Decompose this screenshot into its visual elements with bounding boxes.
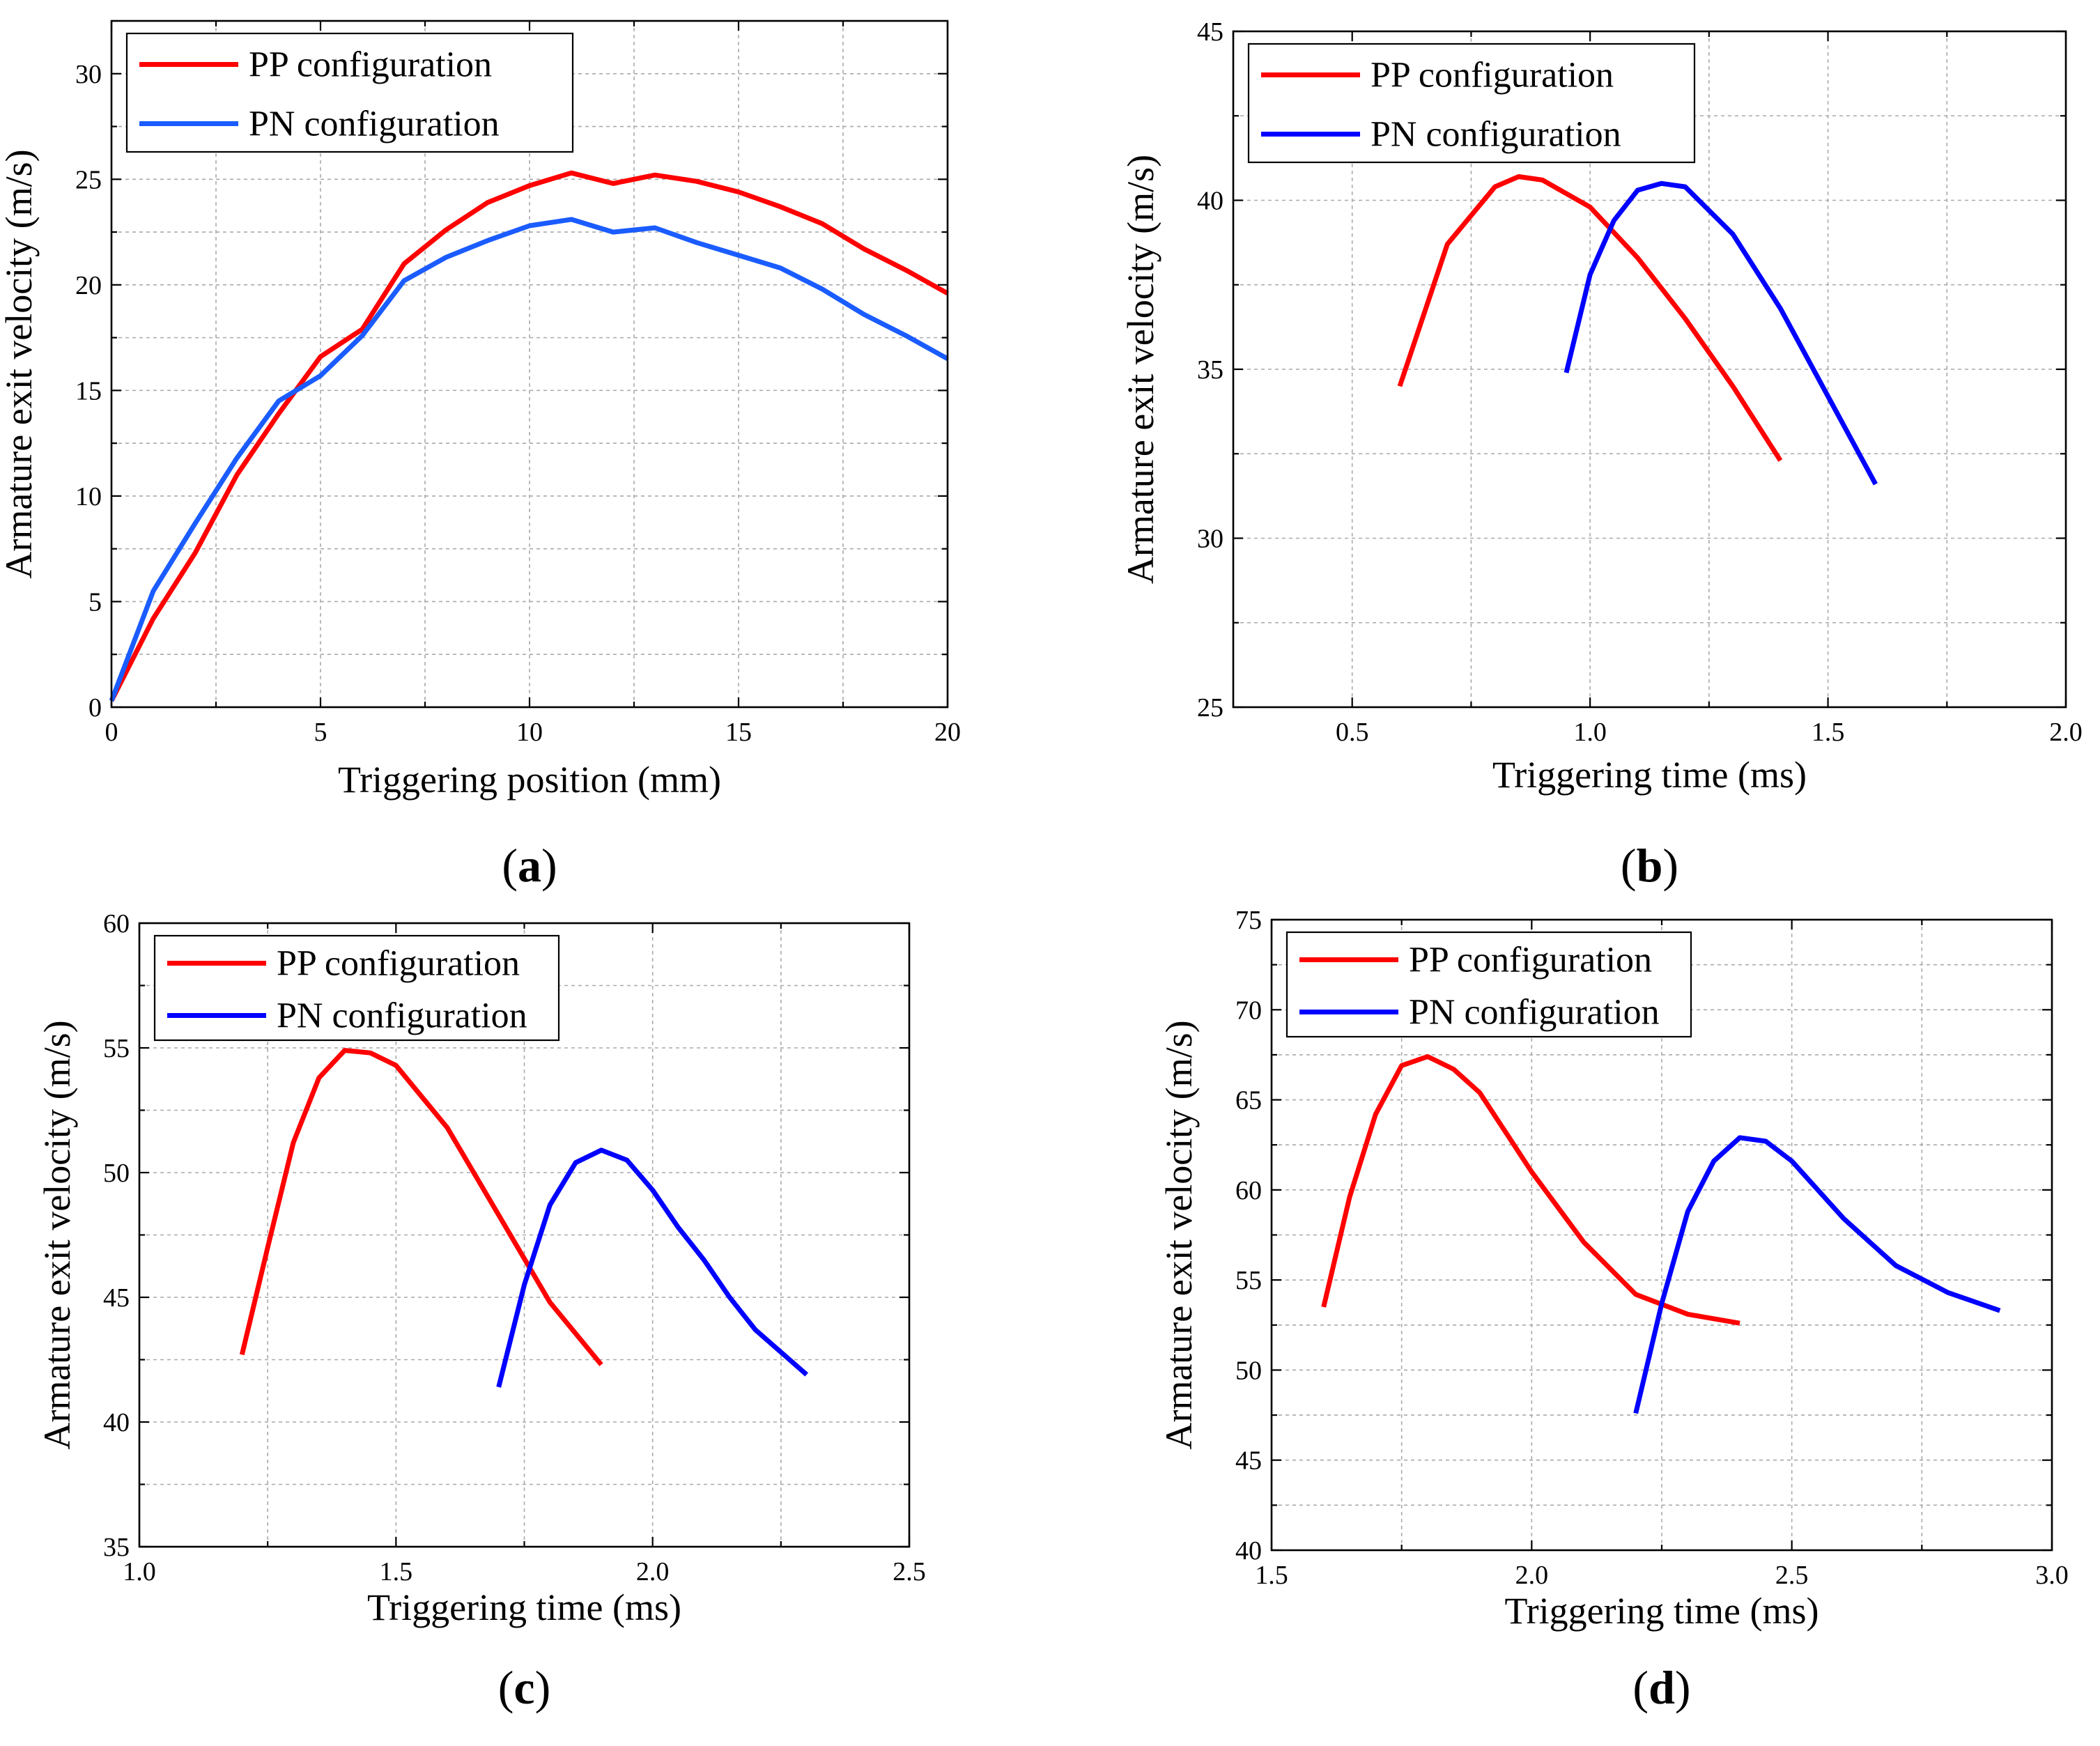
y-tick-label: 40	[103, 1408, 130, 1437]
legend-label-pn: PN configuration	[277, 996, 527, 1036]
legend-label-pp: PP configuration	[1371, 56, 1614, 95]
x-axis-label: Triggering time (ms)	[1505, 1590, 1819, 1632]
series-line-pn	[496, 1148, 809, 1388]
series-line-pn	[1633, 1135, 2001, 1414]
y-tick-label: 45	[103, 1283, 130, 1313]
x-tick-label: 1.5	[380, 1557, 413, 1586]
x-tick-label: 3.0	[2035, 1561, 2069, 1590]
y-tick-label: 25	[75, 165, 102, 194]
x-tick-label: 1.5	[1812, 718, 1845, 747]
x-tick-label: 2.5	[893, 1557, 926, 1586]
series-line-pp	[109, 170, 949, 702]
y-tick-label: 25	[1197, 693, 1223, 723]
y-tick-label: 35	[1197, 355, 1223, 385]
legend-label-pp: PP configuration	[277, 944, 520, 984]
x-axis-label: Triggering time (ms)	[1492, 754, 1807, 796]
y-tick-label: 30	[75, 60, 102, 89]
y-tick-label: 20	[75, 271, 102, 300]
chart-panel-a: 0 5 10 15 20 0 5 10 15 20 25 30 Triggering position …	[0, 20, 961, 892]
x-tick-label: 1.0	[1573, 718, 1607, 747]
y-axis-label: Armature exit velocity (m/s)	[0, 149, 40, 578]
legend-label-pn: PN configuration	[1371, 115, 1621, 155]
chart-panel-c: 1.0 1.5 2.0 2.5 35 40 45 50 55 60 Triggering time …	[36, 909, 926, 1714]
y-tick-label: 40	[1197, 187, 1223, 216]
legend-label-pp: PP configuration	[1409, 941, 1652, 980]
y-tick-label: 5	[88, 587, 102, 617]
panel-label: (d)	[1632, 1661, 1690, 1714]
y-tick-label: 50	[1235, 1356, 1262, 1385]
x-axis-label: Triggering time (ms)	[367, 1586, 681, 1628]
y-tick-label: 55	[1235, 1266, 1262, 1295]
legend-box	[125, 32, 574, 153]
x-tick-label: 5	[314, 718, 327, 747]
x-tick-label: 2.0	[2049, 718, 2083, 747]
x-tick-label: 15	[725, 718, 752, 747]
y-tick-label: 75	[1235, 906, 1262, 935]
y-tick-label: 30	[1197, 525, 1223, 554]
legend-label-pp: PP configuration	[249, 45, 492, 85]
series-line-pp	[1397, 174, 1783, 462]
y-tick-label: 55	[103, 1034, 130, 1063]
y-tick-label: 35	[103, 1533, 130, 1562]
series-line-pp	[239, 1048, 603, 1366]
y-axis-label: Armature exit velocity (m/s)	[36, 1020, 78, 1449]
x-tick-label: 0	[105, 718, 118, 747]
x-tick-label: 20	[934, 718, 961, 747]
legend-box	[153, 934, 560, 1042]
legend-label-pn: PN configuration	[1409, 993, 1660, 1033]
series-line-pn	[1564, 180, 1878, 486]
x-tick-label: 2.0	[636, 1557, 670, 1586]
series-line-pn	[109, 217, 949, 702]
x-tick-label: 10	[516, 718, 543, 747]
x-tick-label: 2.0	[1515, 1561, 1549, 1590]
y-axis-label: Armature exit velocity (m/s)	[1120, 155, 1161, 584]
chart-panel-d: 1.5 2.0 2.5 3.0 40 45 50 55 60 65 70 75 Triggering t…	[1158, 906, 2069, 1714]
y-tick-label: 60	[103, 909, 130, 938]
y-tick-label: 10	[75, 482, 102, 511]
series-line-pp	[1321, 1054, 1740, 1326]
panel-label: (b)	[1621, 839, 1678, 892]
panel-label: (a)	[502, 839, 557, 892]
y-tick-label: 40	[1235, 1536, 1262, 1566]
x-tick-label: 1.5	[1255, 1561, 1288, 1590]
x-tick-label: 0.5	[1336, 718, 1369, 747]
y-tick-label: 45	[1235, 1446, 1262, 1476]
panel-label: (c)	[498, 1661, 551, 1714]
y-tick-label: 60	[1235, 1176, 1262, 1205]
y-tick-label: 15	[75, 376, 102, 405]
y-tick-label: 45	[1197, 17, 1223, 47]
legend-label-pn: PN configuration	[249, 105, 500, 144]
y-tick-label: 65	[1235, 1086, 1262, 1115]
x-tick-label: 2.5	[1775, 1561, 1809, 1590]
x-tick-label: 1.0	[123, 1557, 156, 1586]
y-tick-label: 0	[88, 693, 102, 723]
y-axis-label: Armature exit velocity (m/s)	[1158, 1020, 1200, 1449]
legend-box	[1247, 43, 1696, 164]
y-tick-label: 50	[103, 1159, 130, 1188]
y-tick-label: 70	[1235, 996, 1262, 1025]
chart-panel-b: 0.5 1.0 1.5 2.0 25 30 35 40 45 Triggering time (m…	[1120, 17, 2083, 892]
legend-box	[1286, 931, 1692, 1038]
x-axis-label: Triggering position (mm)	[338, 759, 721, 801]
